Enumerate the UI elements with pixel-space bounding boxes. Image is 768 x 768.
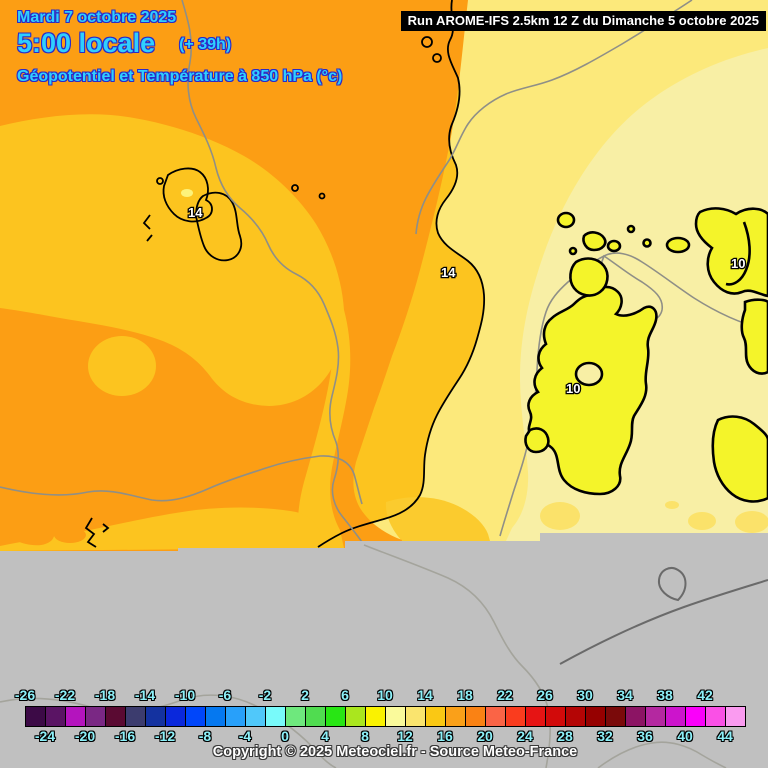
colorbar-cell-18: [466, 707, 486, 726]
isotherm-10-blob-east-edge: [740, 298, 768, 375]
isotherm-10-blob-southeast: [711, 415, 768, 503]
colorbar-cell-28: [566, 707, 586, 726]
isotherm-10-blob: [582, 231, 607, 252]
colorbar-cell-2: [306, 707, 326, 726]
isotherm-10-blob: [569, 257, 609, 297]
isotherm-14-squiggle: [142, 214, 153, 242]
isotherm-label-14: 14: [188, 205, 203, 220]
colorbar-cell-10: [386, 707, 406, 726]
colorbar-cell-42: [706, 707, 726, 726]
border-line: [499, 252, 768, 537]
isotherm-14-line: [317, 0, 486, 548]
coastal-patch: [665, 501, 679, 509]
sea-border-line: [0, 694, 337, 768]
isotherm-10-speck: [568, 246, 578, 256]
isotherm-label-14: 14: [441, 265, 456, 280]
colorbar-cell--10: [186, 707, 206, 726]
border-line: [415, 0, 693, 235]
colorbar-cell-16: [446, 707, 466, 726]
colorbar-cell-26: [546, 707, 566, 726]
map-title-block: Mardi 7 octobre 2025 5:00 locale (+ 39h) …: [17, 9, 342, 86]
colorbar-cell-24: [526, 707, 546, 726]
isotherm-10-hole: [574, 361, 604, 387]
colorbar-cell-38: [666, 707, 686, 726]
valid-time: 5:00 locale: [17, 28, 156, 58]
isotherm-10-blob: [606, 239, 622, 253]
colorbar-cell-12: [406, 707, 426, 726]
coastal-warm-patch: [385, 497, 490, 541]
colorbar-cell--26: [26, 707, 46, 726]
colorbar-cell--18: [106, 707, 126, 726]
colorbar-cell-22: [506, 707, 526, 726]
isotherm-label-10: 10: [731, 256, 745, 271]
isotherm-14-speck: [291, 184, 299, 192]
colorbar-cell-32: [606, 707, 626, 726]
temperature-colorbar: [25, 706, 746, 727]
isotherm-14-speck: [421, 36, 433, 48]
isotherm-14-speck: [156, 177, 164, 185]
colorbar-cell--16: [126, 707, 146, 726]
colorbar-cell-34: [626, 707, 646, 726]
isotherm-10-blob-main: [527, 285, 658, 496]
colorbar-cell-40: [686, 707, 706, 726]
isotherm-label-10: 10: [566, 381, 580, 396]
border-line: [0, 455, 363, 505]
isotherm-10-blob: [556, 211, 576, 229]
colorbar-cell--14: [146, 707, 166, 726]
isotherm-10-inner-line: [725, 221, 751, 286]
copyright: Copyright © 2025 Meteociel.fr - Source M…: [212, 744, 578, 760]
colorbar-cell--2: [266, 707, 286, 726]
colorbar-cell-36: [646, 707, 666, 726]
colorbar-cell--20: [86, 707, 106, 726]
isotherm-10-blob-northeast: [694, 207, 768, 298]
isotherm-14-speck: [318, 192, 326, 200]
coastal-patch: [688, 512, 716, 530]
colorbar-cell-30: [586, 707, 606, 726]
sea-coast-loop: [657, 567, 687, 602]
isotherm-10-speck: [626, 224, 636, 234]
isotherm-10-blob: [665, 236, 691, 254]
isotherm-14-pocket: [162, 167, 213, 223]
variable-title: Géopotentiel et Température à 850 hPa (°…: [17, 68, 343, 85]
colorbar-cell-8: [366, 707, 386, 726]
isotherm-10-speck: [642, 238, 652, 248]
colorbar-cell--24: [46, 707, 66, 726]
isotherm-10-blob: [524, 427, 550, 454]
gold-pocket-northwest: [0, 114, 345, 406]
colorbar-cell--12: [166, 707, 186, 726]
pocket-core: [181, 189, 193, 197]
colorbar-cell--22: [66, 707, 86, 726]
orange-coast-patch: [0, 506, 55, 546]
colorbar-cell--8: [206, 707, 226, 726]
colorbar-cell--6: [226, 707, 246, 726]
colorbar-cell-44: [726, 707, 745, 726]
isotherm-14-coast-squiggle: [84, 517, 110, 548]
sea-region: [0, 533, 768, 768]
sea-border-line: [597, 741, 727, 768]
valid-date: Mardi 7 octobre 2025: [17, 9, 177, 26]
run-banner: Run AROME-IFS 2.5km 12 Z du Dimanche 5 o…: [400, 11, 766, 31]
sea-coast-line: [559, 579, 768, 665]
border-line: [181, 0, 365, 546]
colorbar-cell-0: [286, 707, 306, 726]
gold-pocket-small: [88, 336, 156, 396]
colorbar-cell-14: [426, 707, 446, 726]
coastal-patch: [735, 511, 768, 533]
coastal-patch: [540, 502, 580, 530]
colorbar-cell-6: [346, 707, 366, 726]
colorbar-cell-4: [326, 707, 346, 726]
colorbar-cell-20: [486, 707, 506, 726]
forecast-offset: (+ 39h): [179, 36, 232, 53]
orange-coast-patch: [54, 527, 86, 543]
isotherm-14-pocket: [195, 191, 243, 262]
colorbar-cell--4: [246, 707, 266, 726]
isotherm-14-speck: [432, 53, 442, 63]
